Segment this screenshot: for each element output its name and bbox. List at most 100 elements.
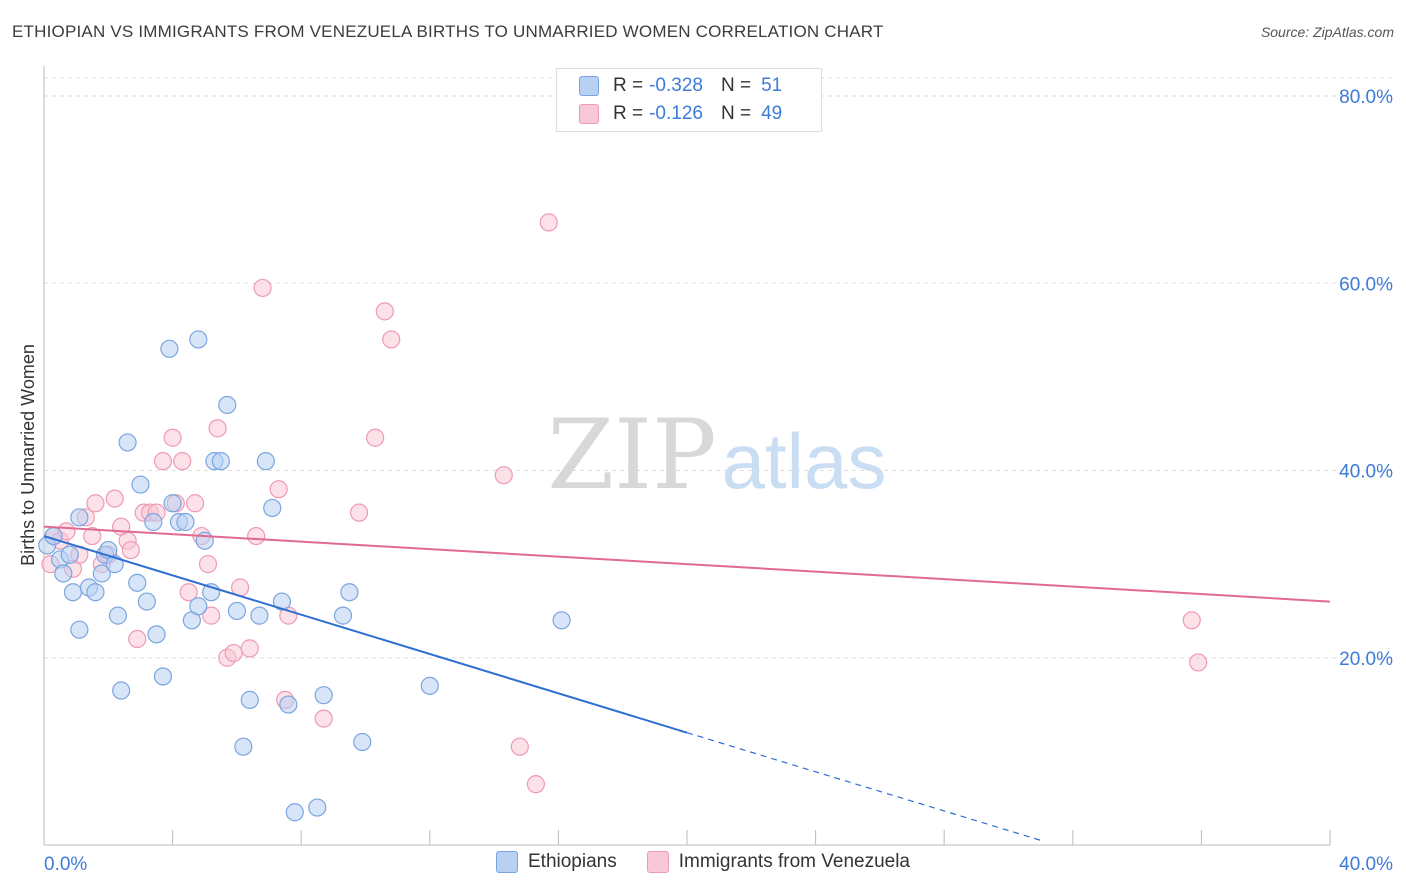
venezuela-point [382, 330, 401, 349]
legend-row-ethiopians: R = -0.328 N = 51 [579, 73, 782, 99]
ethiopians-point [420, 676, 439, 695]
venezuela-point [314, 709, 333, 728]
watermark-zip: ZIP [547, 399, 716, 511]
y-tick-label: 80.0% [1339, 87, 1393, 108]
venezuela-point [224, 643, 243, 663]
legend-n-value: 49 [761, 103, 783, 124]
chart-title: ETHIOPIAN VS IMMIGRANTS FROM VENEZUELA B… [12, 22, 884, 41]
legend-swatch-pink [646, 851, 669, 873]
legend-item-ethiopians: Ethiopians [496, 851, 617, 873]
ethiopians-point [54, 564, 73, 583]
ethiopians-point [44, 526, 63, 546]
ethiopians-trend-line [43, 535, 688, 734]
series-legend: Ethiopians Immigrants from Venezuela [0, 851, 1406, 873]
ethiopians-point [240, 690, 259, 709]
grid-lines [44, 77, 1393, 659]
legend-r-label: R = [613, 75, 644, 96]
venezuela-point [510, 737, 529, 756]
y-tick-label: 40.0% [1339, 462, 1393, 483]
legend-n-label: N = [720, 75, 752, 96]
venezuela-point [247, 526, 266, 546]
ethiopians-point [86, 583, 105, 602]
venezuela-point [1189, 653, 1208, 672]
ethiopians-point [211, 452, 230, 471]
venezuela-point [105, 489, 124, 508]
legend-swatch-blue [579, 76, 599, 96]
ethiopians-point [70, 620, 89, 639]
legend-row-venezuela: R = -0.126 N = 49 [579, 101, 782, 127]
venezuela-point [539, 213, 558, 232]
ethiopians-point [256, 452, 275, 471]
venezuela-point [1182, 611, 1201, 630]
ethiopians-point [227, 601, 246, 621]
ethiopians-point [176, 512, 195, 532]
ethiopians-point [218, 395, 237, 415]
ethiopians-point [153, 667, 173, 686]
ethiopians-point [552, 611, 571, 630]
legend-item-venezuela: Immigrants from Venezuela [646, 851, 910, 873]
ethiopians-point [144, 512, 163, 532]
ethiopians-point [189, 330, 208, 349]
source-note: Source: ZipAtlas.com [1260, 24, 1394, 40]
watermark: ZIP atlas [547, 399, 886, 511]
ethiopians-point [160, 339, 179, 358]
ethiopians-point [314, 686, 333, 705]
ethiopians-point [118, 433, 137, 452]
series-ethiopians-points [38, 330, 571, 822]
venezuela-point [86, 494, 105, 513]
venezuela-point [163, 428, 182, 447]
legend-r-value: -0.126 [649, 103, 703, 124]
venezuela-point [253, 278, 272, 298]
venezuela-point [179, 583, 198, 602]
ethiopians-point [60, 545, 79, 564]
venezuela-point [349, 503, 369, 522]
venezuela-point [269, 480, 288, 499]
legend-label-ethiopians: Ethiopians [528, 851, 617, 872]
ethiopians-point [285, 803, 304, 822]
venezuela-point [366, 428, 385, 447]
ethiopians-point [147, 625, 166, 644]
venezuela-point [83, 526, 102, 546]
venezuela-point [494, 466, 513, 485]
ethiopians-point [163, 494, 182, 513]
ethiopians-point [112, 681, 131, 700]
venezuela-point [128, 629, 147, 649]
ethiopians-point [250, 606, 269, 625]
venezuela-point [173, 452, 192, 471]
ethiopians-trend-extension [686, 732, 1041, 841]
ethiopians-point [333, 606, 353, 625]
trend-lines [43, 525, 1331, 841]
legend-swatch-pink [579, 104, 599, 124]
axes [43, 66, 1331, 846]
venezuela-trend-line [43, 525, 1331, 603]
venezuela-point [121, 540, 140, 560]
correlation-legend: R = -0.328 N = 51 R = -0.126 N = 49 [556, 68, 822, 132]
ethiopians-point [340, 583, 359, 602]
ethiopians-point [92, 564, 111, 583]
watermark-atlas: atlas [722, 417, 887, 505]
x-tick-label: 0.0% [44, 854, 87, 875]
ethiopians-point [308, 798, 327, 817]
ethiopians-point [63, 583, 83, 602]
legend-swatch-blue [496, 851, 518, 873]
y-axis-label: Births to Unmarried Women [18, 344, 38, 566]
ethiopians-point [263, 498, 282, 518]
x-tick-label: 40.0% [1339, 854, 1393, 875]
ethiopians-point [128, 573, 147, 592]
venezuela-point [153, 452, 173, 471]
legend-n-label: N = [720, 103, 752, 124]
legend-label-venezuela: Immigrants from Venezuela [678, 851, 910, 872]
legend-n-value: 51 [761, 75, 783, 96]
y-tick-label: 20.0% [1339, 649, 1393, 670]
venezuela-point [208, 419, 227, 438]
venezuela-point [186, 494, 205, 513]
ethiopians-point [137, 592, 156, 611]
ethiopians-point [279, 695, 298, 714]
ethiopians-point [108, 606, 128, 625]
ethiopians-point [234, 737, 253, 756]
ethiopians-point [272, 592, 292, 611]
ethiopians-point [131, 475, 150, 494]
venezuela-point [526, 775, 545, 794]
ethiopians-point [70, 508, 89, 527]
